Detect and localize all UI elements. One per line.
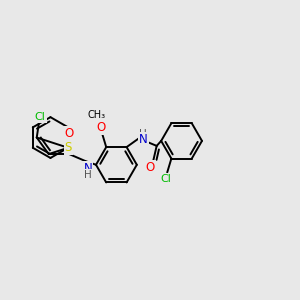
Text: O: O — [146, 161, 155, 174]
Text: S: S — [64, 141, 72, 154]
Text: Cl: Cl — [35, 112, 46, 122]
Text: H: H — [84, 170, 92, 180]
Text: O: O — [64, 127, 74, 140]
Text: H: H — [140, 129, 147, 139]
Text: CH₃: CH₃ — [88, 110, 106, 120]
Text: N: N — [139, 133, 148, 146]
Text: O: O — [96, 121, 105, 134]
Text: N: N — [83, 162, 92, 175]
Text: Cl: Cl — [160, 174, 171, 184]
